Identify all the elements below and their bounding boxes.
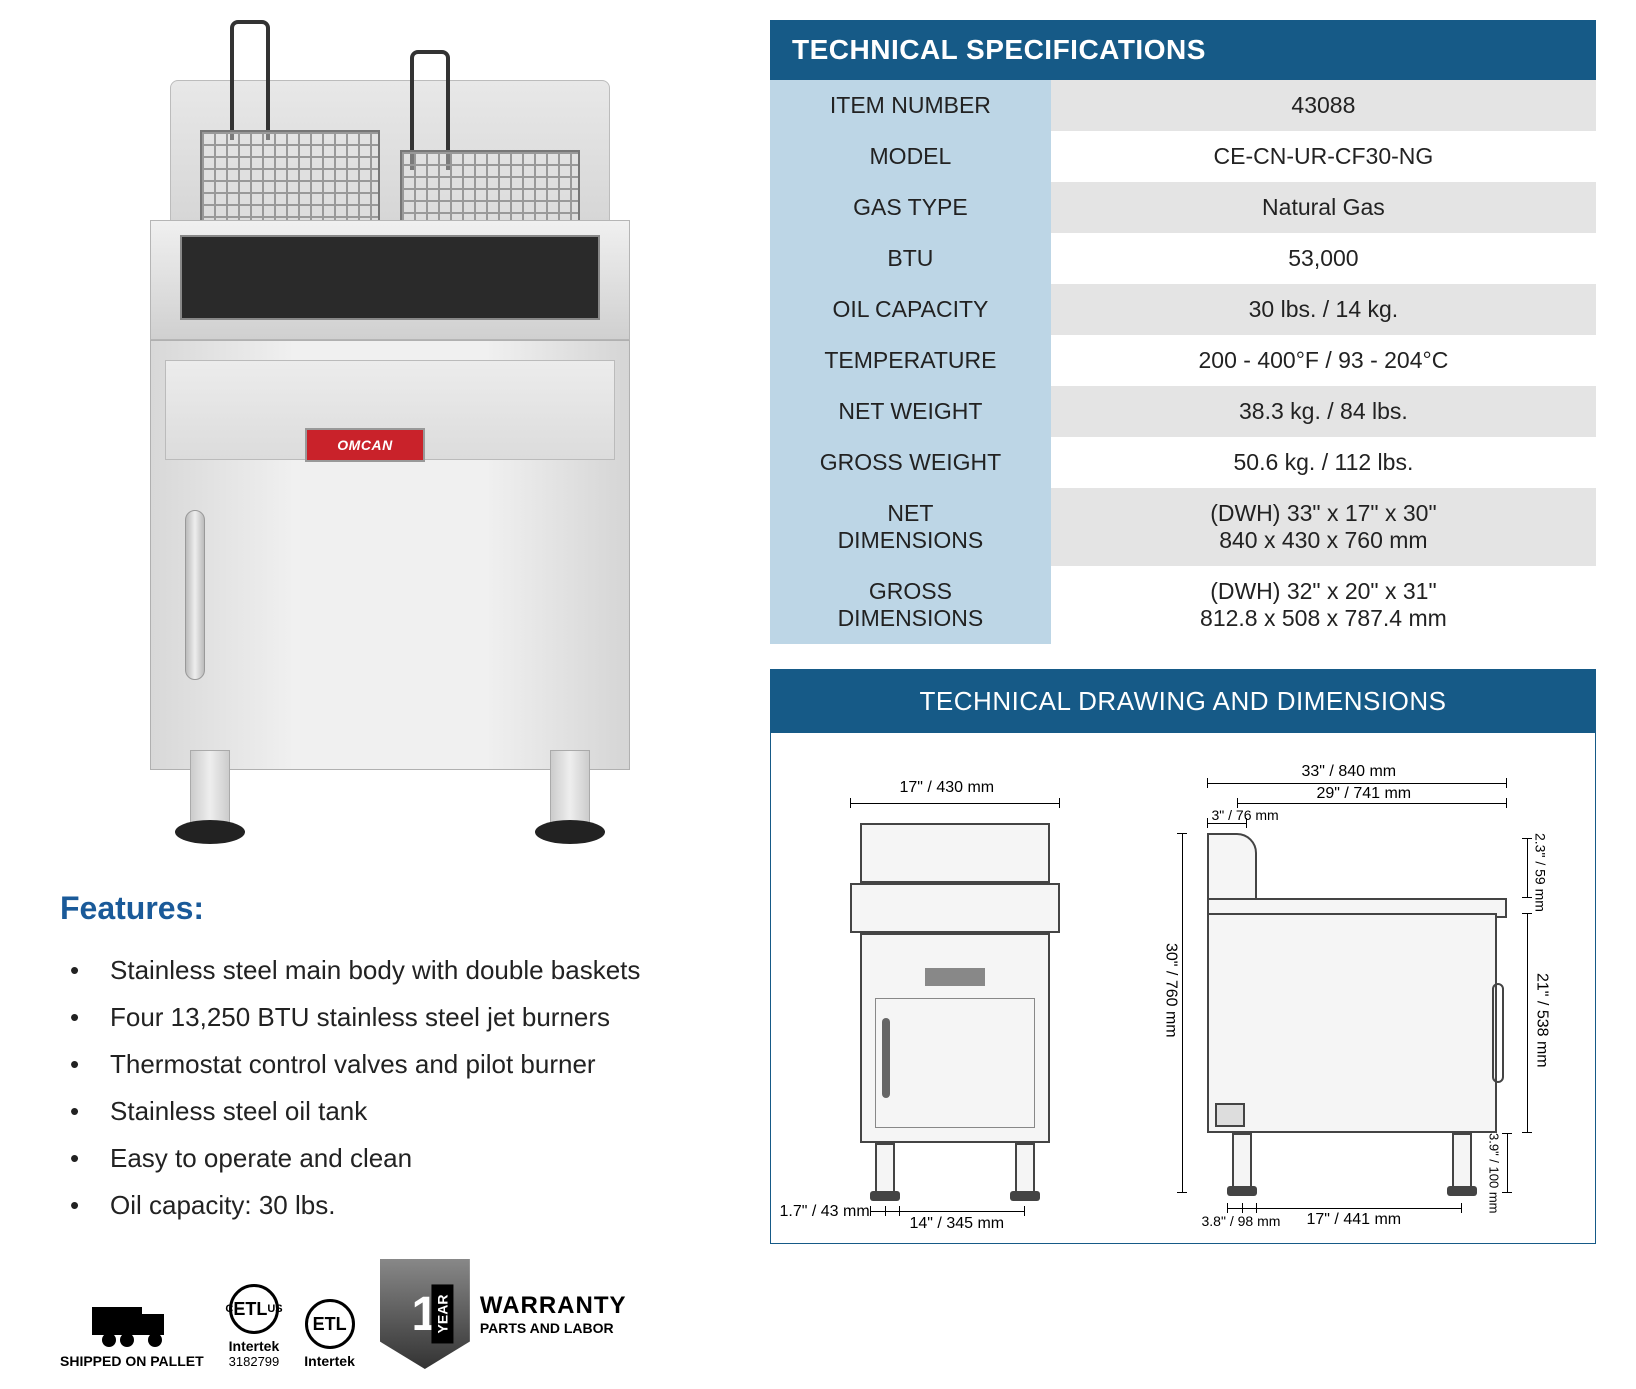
dim-splash: 2.3" / 59 mm (1533, 833, 1549, 912)
feature-item: Stainless steel oil tank (70, 1088, 740, 1135)
dim-width: 17" / 430 mm (900, 779, 995, 797)
etl-intertek-label: Intertek (229, 1338, 280, 1354)
etl-icon: CETLUS (229, 1284, 279, 1334)
front-view-drawing: 17" / 430 mm 1.7" / 43 mm 14" / 345 mm (830, 793, 1080, 1213)
dim-total-w: 33" / 840 mm (1302, 763, 1397, 781)
spec-label: NET WEIGHT (770, 386, 1051, 437)
spec-row: OIL CAPACITY30 lbs. / 14 kg. (770, 284, 1596, 335)
feature-item: Easy to operate and clean (70, 1135, 740, 1182)
spec-value: 30 lbs. / 14 kg. (1051, 284, 1596, 335)
features-heading: Features: (60, 890, 740, 927)
spec-value: 43088 (1051, 80, 1596, 131)
warranty-subtitle: PARTS AND LABOR (480, 1320, 627, 1336)
spec-value: Natural Gas (1051, 182, 1596, 233)
spec-row: MODELCE-CN-UR-CF30-NG (770, 131, 1596, 182)
warranty-year-label: YEAR (431, 1285, 453, 1344)
drawing-section: TECHNICAL DRAWING AND DIMENSIONS 17" / 4… (770, 669, 1596, 1244)
spec-row: TEMPERATURE200 - 400°F / 93 - 204°C (770, 335, 1596, 386)
truck-icon (92, 1302, 172, 1347)
etl-sanitation-badge: ETL Intertek (304, 1299, 355, 1369)
feature-item: Four 13,250 BTU stainless steel jet burn… (70, 994, 740, 1041)
dim-height: 30" / 760 mm (1162, 943, 1180, 1038)
brand-badge: OMCAN (305, 428, 425, 462)
etl-number: 3182799 (229, 1354, 280, 1369)
spec-label: OIL CAPACITY (770, 284, 1051, 335)
etl-icon: ETL (305, 1299, 355, 1349)
spec-table: ITEM NUMBER43088MODELCE-CN-UR-CF30-NGGAS… (770, 80, 1596, 644)
spec-value: 200 - 400°F / 93 - 204°C (1051, 335, 1596, 386)
feature-item: Thermostat control valves and pilot burn… (70, 1041, 740, 1088)
spec-value: 50.6 kg. / 112 lbs. (1051, 437, 1596, 488)
dim-foot: 1.7" / 43 mm (780, 1203, 870, 1221)
spec-label: NETDIMENSIONS (770, 488, 1051, 566)
drawing-header: TECHNICAL DRAWING AND DIMENSIONS (771, 670, 1595, 733)
left-column: OMCAN Features: Stainless steel main bod… (40, 20, 740, 1369)
side-view-drawing: 33" / 840 mm 29" / 741 mm 3" / 76 mm 30"… (1197, 783, 1537, 1213)
dim-leg-span: 17" / 441 mm (1307, 1211, 1402, 1229)
spec-row: GROSSDIMENSIONS(DWH) 32" x 20" x 31"812.… (770, 566, 1596, 644)
dim-foot-w: 3.8" / 98 mm (1202, 1213, 1281, 1229)
spec-value: CE-CN-UR-CF30-NG (1051, 131, 1596, 182)
warranty-shield-icon: 1 YEAR (380, 1259, 470, 1369)
spec-label: GROSS WEIGHT (770, 437, 1051, 488)
spec-header: TECHNICAL SPECIFICATIONS (770, 20, 1596, 80)
spec-label: GROSSDIMENSIONS (770, 566, 1051, 644)
dim-leg-h: 3.9" / 100 mm (1487, 1133, 1502, 1213)
spec-row: ITEM NUMBER43088 (770, 80, 1596, 131)
feature-item: Oil capacity: 30 lbs. (70, 1182, 740, 1229)
warranty-badge: 1 YEAR WARRANTY PARTS AND LABOR (380, 1259, 627, 1369)
spec-label: GAS TYPE (770, 182, 1051, 233)
spec-value: (DWH) 32" x 20" x 31"812.8 x 508 x 787.4… (1051, 566, 1596, 644)
features-list: Stainless steel main body with double ba… (40, 947, 740, 1229)
shipped-label: SHIPPED ON PALLET (60, 1353, 204, 1369)
spec-value: 38.3 kg. / 84 lbs. (1051, 386, 1596, 437)
dim-inner: 14" / 345 mm (910, 1215, 1005, 1233)
spec-label: ITEM NUMBER (770, 80, 1051, 131)
product-photo: OMCAN (90, 20, 690, 850)
dim-body-h: 21" / 538 mm (1533, 973, 1551, 1068)
dim-back-d: 3" / 76 mm (1212, 807, 1279, 823)
spec-row: BTU53,000 (770, 233, 1596, 284)
spec-row: NET WEIGHT38.3 kg. / 84 lbs. (770, 386, 1596, 437)
spec-row: GROSS WEIGHT50.6 kg. / 112 lbs. (770, 437, 1596, 488)
feature-item: Stainless steel main body with double ba… (70, 947, 740, 994)
spec-row: GAS TYPENatural Gas (770, 182, 1596, 233)
spec-value: 53,000 (1051, 233, 1596, 284)
right-column: TECHNICAL SPECIFICATIONS ITEM NUMBER4308… (770, 20, 1596, 1369)
drawings-container: 17" / 430 mm 1.7" / 43 mm 14" / 345 mm (771, 733, 1595, 1223)
spec-row: NETDIMENSIONS(DWH) 33" x 17" x 30"840 x … (770, 488, 1596, 566)
spec-label: TEMPERATURE (770, 335, 1051, 386)
spec-value: (DWH) 33" x 17" x 30"840 x 430 x 760 mm (1051, 488, 1596, 566)
warranty-text: WARRANTY PARTS AND LABOR (480, 1292, 627, 1336)
warranty-title: WARRANTY (480, 1292, 627, 1320)
spec-label: BTU (770, 233, 1051, 284)
etl-us-badge: CETLUS Intertek 3182799 (229, 1284, 280, 1369)
dim-top-w: 29" / 741 mm (1317, 785, 1412, 803)
badges-row: SHIPPED ON PALLET CETLUS Intertek 318279… (40, 1259, 740, 1369)
etl-intertek-label: Intertek (304, 1353, 355, 1369)
shipped-on-pallet-badge: SHIPPED ON PALLET (60, 1302, 204, 1369)
spec-label: MODEL (770, 131, 1051, 182)
spec-sheet: OMCAN Features: Stainless steel main bod… (40, 20, 1596, 1369)
